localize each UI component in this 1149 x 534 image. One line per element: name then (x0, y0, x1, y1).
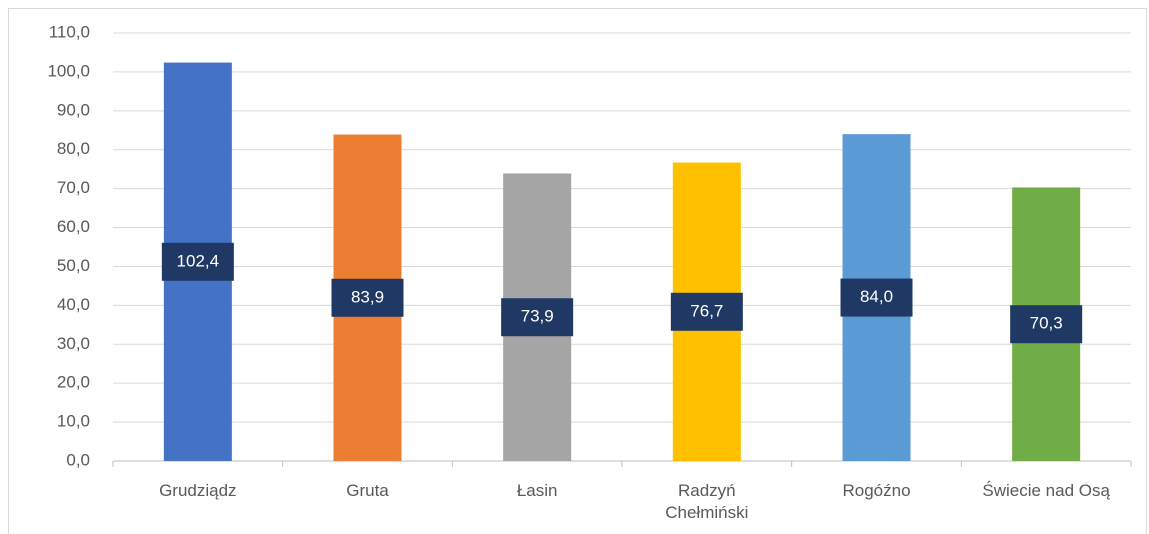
data-label-box (161, 242, 234, 281)
chart-border (8, 8, 1147, 534)
data-label: 83,9 (351, 287, 384, 306)
x-tick-label: Radzyń Chełmiński (665, 481, 749, 522)
x-tick-label: Rogóźno (842, 481, 911, 500)
y-tick-label: 60,0 (57, 217, 90, 236)
y-tick-label: 100,0 (47, 61, 90, 80)
data-label: 102,4 (177, 251, 220, 270)
x-tick-label: Grudziądz (159, 481, 237, 500)
y-tick-label: 70,0 (57, 178, 90, 197)
y-tick-label: 30,0 (57, 334, 90, 353)
y-tick-label: 20,0 (57, 373, 90, 392)
y-tick-label: 40,0 (57, 295, 90, 314)
data-label-box (670, 292, 743, 331)
y-tick-label: 0,0 (66, 450, 90, 469)
data-label-box (1010, 305, 1083, 344)
y-tick-label: 110,0 (49, 22, 90, 41)
data-label: 70,3 (1030, 314, 1063, 333)
data-label: 84,0 (860, 287, 893, 306)
x-tick-label: Łasin (516, 481, 558, 500)
data-label-box (331, 278, 404, 317)
data-label: 73,9 (521, 307, 554, 326)
x-tick-label: Gruta (346, 481, 389, 500)
y-tick-label: 50,0 (57, 256, 90, 275)
y-tick-label: 80,0 (57, 139, 90, 158)
x-tick-label: Świecie nad Osą (982, 481, 1110, 500)
data-label-box (840, 278, 913, 317)
y-tick-label: 10,0 (57, 412, 90, 431)
y-tick-label: 90,0 (57, 100, 90, 119)
data-label-box (501, 298, 574, 337)
data-label: 76,7 (690, 301, 723, 320)
